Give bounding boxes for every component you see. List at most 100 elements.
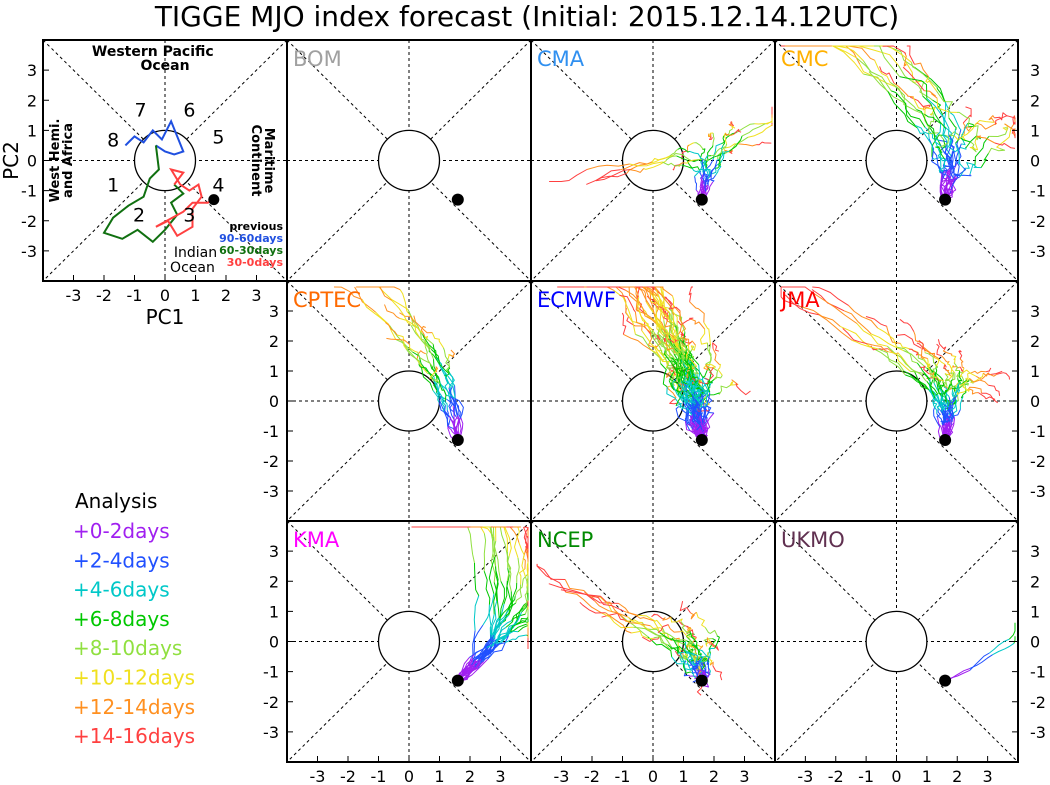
x-tick-label: -1: [371, 767, 387, 785]
panel-ecmwf: [531, 281, 775, 521]
panel-jma-member-segment: [962, 384, 971, 392]
panel-kma-member-segment: [482, 593, 495, 626]
panel-cmc-member-segment: [874, 59, 891, 83]
panel-jma-member-segment: [888, 351, 911, 372]
panel-cma-member-segment: [733, 128, 742, 135]
y-tick-label: 0: [269, 392, 279, 411]
panel-ecmwf-member-segment: [679, 358, 688, 383]
panel-jma-member-segment: [988, 384, 1001, 396]
panel-cmc-member-segment: [906, 45, 915, 65]
panel-cmc-member-segment: [914, 124, 930, 139]
analysis-x-tick-label: 2: [221, 286, 231, 305]
panel-ecmwf-member-segment: [664, 357, 675, 372]
panel-kma-member-segment: [526, 542, 529, 560]
panel-cptec-member-segment: [369, 286, 393, 301]
panel-jma-member-segment: [928, 389, 945, 406]
x-tick-label: 1: [434, 767, 444, 785]
phase-number: 7: [135, 99, 147, 121]
x-tick-label: 0: [404, 767, 414, 785]
y-tick-label: 1: [1030, 602, 1040, 621]
panel-jma-member-segment: [812, 286, 849, 307]
panel-cptec-member-segment: [420, 332, 430, 349]
panel-ecmwf-member-segment: [672, 378, 684, 403]
legend-item-3: +4-6days: [73, 578, 170, 602]
panel-cmc-member-segment: [925, 77, 938, 92]
y-tick-label: 3: [1030, 302, 1040, 321]
panel-cma-label: CMA: [537, 47, 585, 71]
panel-cma-member-segment: [586, 163, 630, 170]
panel-jma-member-segment: [928, 368, 935, 379]
panel-cptec-member-segment: [437, 383, 441, 403]
y-tick-label: -2: [1030, 212, 1046, 231]
panel-kma-member-segment: [504, 634, 527, 644]
y-tick-label: -1: [1030, 422, 1046, 441]
panel-cma-member-segment: [691, 167, 701, 173]
panel-cma-member-segment: [756, 141, 772, 146]
panel-cmc-member-segment: [935, 146, 945, 160]
analysis-x-tick-label: 3: [251, 286, 261, 305]
panel-ecmwf-member-segment: [677, 317, 694, 326]
figure-title: TIGGE MJO index forecast (Initial: 2015.…: [154, 0, 899, 33]
panel-cma-member-segment: [709, 174, 715, 183]
panel-ecmwf-member-segment: [685, 343, 698, 367]
panel-ncep-member-segment: [677, 620, 689, 628]
panel-kma-member-segment: [515, 584, 522, 604]
panel-jma-member-segment: [953, 382, 961, 398]
panel-jma-member-segment: [878, 348, 906, 376]
y-tick-label: -3: [1030, 242, 1046, 261]
panel-ncep-member-segment: [698, 653, 704, 665]
panel-cmc-initial-state-dot: [939, 193, 952, 206]
panel-cptec-member-segment: [442, 347, 450, 368]
panel-jma-unit-circle: [865, 370, 928, 432]
panel-jma-member-segment: [960, 390, 967, 399]
panel-ncep-member-segment: [691, 644, 703, 656]
panel-bom-initial-state-dot: [451, 193, 464, 206]
y-tick-label: -1: [1030, 182, 1046, 201]
y-tick-label: -2: [1030, 693, 1046, 712]
panel-jma-member-segment: [955, 389, 969, 397]
panel-cmc-member-segment: [897, 65, 924, 97]
panel-ncep-member-segment: [714, 635, 720, 649]
region-label-maritime-line1: Maritime: [261, 128, 276, 194]
panel-cptec-member-segment: [416, 358, 428, 374]
panel-jma-member-segment: [930, 370, 934, 380]
panel-cma-member-segment: [694, 176, 697, 191]
panel-cmc-member-segment: [939, 145, 956, 176]
panel-kma-member-segment: [500, 622, 516, 644]
panel-ecmwf-member-segment: [641, 330, 666, 359]
panel-cma-member-segment: [728, 135, 743, 152]
panel-cptec-member-segment: [333, 286, 363, 300]
panel-cma-member-segment: [701, 158, 705, 175]
panel-kma-member-segment: [486, 631, 512, 648]
panel-ncep-member-segment: [709, 661, 714, 666]
panel-jma-member-segment: [971, 370, 986, 374]
panel-kma-member-segment: [488, 556, 496, 595]
panel-ecmwf-member-segment: [686, 367, 696, 379]
panel-kma-member-segment: [473, 595, 480, 631]
panel-jma-member-segment: [871, 347, 905, 372]
panel-ecmwf-member-segment: [704, 390, 711, 408]
panel-kma-member-segment: [473, 624, 484, 655]
panel-kma-member-segment: [506, 623, 527, 635]
panel-kma-member-segment: [523, 526, 529, 548]
panel-jma-member-segment: [932, 394, 938, 414]
panel-jma-member-segment: [856, 323, 888, 347]
panel-ecmwf-member-segment: [691, 365, 699, 381]
panel-ecmwf-member-segment: [682, 401, 689, 425]
panel-cptec-member-segment: [354, 286, 377, 313]
panel-cma-member-segment: [595, 172, 627, 181]
panel-ecmwf-member-segment: [698, 377, 710, 384]
panel-cmc-member-segment: [959, 162, 976, 177]
panel-cma-initial-state-dot: [695, 193, 708, 206]
y-tick-label: 3: [1030, 542, 1040, 561]
panel-layer: BOM CMA CMC -3 -2 -1 0 1 2 3 CPTEC -3 -2 -1 0 1 2 3 ECMWF J…: [263, 39, 1046, 785]
panel-cptec-member-segment: [406, 348, 421, 365]
panel-ecmwf-member-segment: [650, 330, 668, 351]
panel-kma-member-segment: [495, 566, 499, 601]
panel-ecmwf-label: ECMWF: [537, 288, 616, 312]
panel-ukmo: [775, 521, 1018, 762]
panel-ncep-member-segment: [685, 652, 699, 663]
panel-cma-member-segment: [700, 148, 706, 158]
panel-ecmwf-member-segment: [665, 296, 681, 312]
